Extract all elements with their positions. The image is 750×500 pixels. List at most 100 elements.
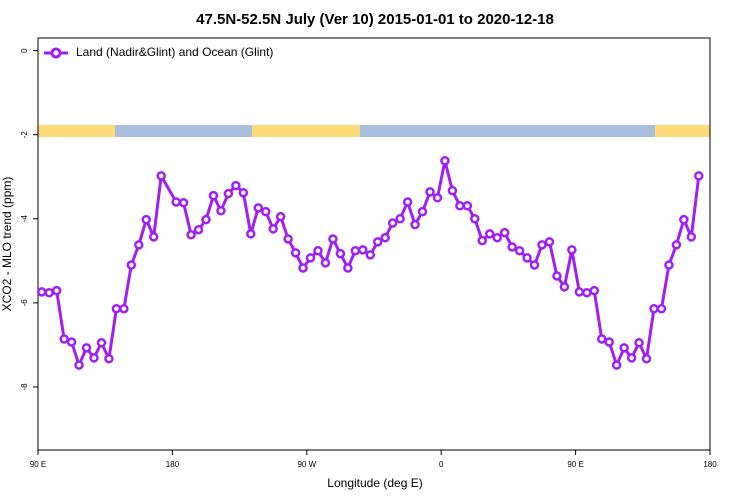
data-point: [679, 214, 689, 225]
data-point: [134, 240, 144, 250]
data-point: [380, 232, 390, 243]
data-point: [313, 245, 323, 256]
data-point: [343, 263, 353, 273]
data-point: [298, 263, 308, 273]
data-point: [350, 245, 361, 256]
data-point: [432, 193, 443, 203]
x-tick-label: 90 E: [567, 460, 583, 469]
data-point: [74, 360, 84, 370]
data-point: [552, 271, 562, 281]
x-tick-label: 90 E: [30, 460, 46, 469]
data-point: [671, 240, 682, 250]
data-point: [141, 214, 152, 225]
data-point: [559, 282, 570, 292]
data-point: [372, 237, 383, 247]
land-strip: [252, 125, 360, 137]
data-point: [96, 338, 107, 348]
data-point: [567, 245, 577, 255]
data-point: [223, 188, 234, 199]
data-point: [246, 229, 256, 239]
data-point: [514, 245, 525, 256]
data-point: [410, 219, 420, 230]
data-point: [507, 242, 517, 252]
data-point: [611, 360, 622, 370]
plot-frame: [37, 37, 711, 451]
data-point: [537, 240, 547, 250]
data-point: [253, 203, 264, 213]
data-point: [522, 253, 532, 263]
data-point: [119, 303, 129, 314]
data-point: [447, 185, 458, 196]
data-point: [417, 206, 428, 217]
data-point: [104, 354, 114, 364]
data-point: [44, 288, 54, 298]
data-point: [544, 237, 555, 247]
data-point: [626, 353, 637, 363]
x-axis-label: Longitude (deg E): [327, 476, 422, 490]
data-point: [186, 230, 196, 240]
data-point: [664, 260, 674, 270]
data-point: [395, 214, 405, 224]
data-point: [216, 206, 226, 216]
data-point: [193, 224, 204, 235]
data-point: [462, 200, 473, 211]
data-point: [275, 211, 286, 222]
data-point: [619, 343, 629, 353]
data-point: [455, 200, 465, 211]
data-point: [231, 180, 241, 191]
legend-label: Land (Nadir&Glint) and Ocean (Glint): [76, 45, 273, 59]
data-point: [440, 156, 450, 166]
y-tick-label: -4: [20, 215, 29, 223]
data-point: [260, 206, 271, 217]
y-tick-label: -2: [20, 131, 29, 139]
y-tick-label: -8: [20, 383, 29, 391]
data-point: [425, 187, 435, 197]
legend: Land (Nadir&Glint) and Ocean (Glint): [44, 45, 273, 59]
data-point: [649, 303, 659, 314]
data-point: [604, 337, 614, 347]
x-tick-label: 0: [439, 460, 444, 469]
data-point: [36, 287, 47, 297]
data-point: [305, 253, 316, 263]
data-point: [634, 338, 644, 348]
data-point: [470, 214, 480, 224]
x-tick-label: 180: [703, 460, 717, 469]
land-strip: [38, 125, 115, 137]
legend-marker: [50, 47, 62, 59]
data-point: [148, 232, 159, 242]
land-strip: [655, 125, 710, 137]
data-point: [320, 258, 331, 268]
data-point: [499, 227, 510, 238]
data-point: [156, 171, 166, 181]
data-point: [81, 343, 92, 353]
data-point: [529, 260, 540, 270]
data-point: [641, 354, 652, 364]
data-point: [111, 303, 122, 314]
x-tick-label: 90 W: [297, 460, 316, 469]
y-tick-label: -6: [20, 299, 29, 307]
data-point: [596, 334, 607, 344]
data-point: [268, 224, 278, 234]
data-point: [402, 197, 413, 207]
data-point: [656, 303, 667, 314]
data-point: [51, 285, 62, 296]
data-point: [582, 288, 592, 298]
data-point: [238, 187, 249, 198]
data-point: [59, 334, 69, 344]
data-point: [365, 250, 376, 260]
data-point: [589, 285, 600, 296]
data-point: [686, 232, 697, 242]
series-line: [41, 159, 701, 367]
y-tick-label: 0: [20, 48, 29, 53]
data-point: [290, 248, 301, 258]
data-point: [126, 260, 137, 270]
data-point: [66, 337, 77, 347]
data-point: [89, 353, 99, 363]
data-point: [178, 198, 189, 208]
data-point: [328, 234, 338, 244]
y-axis-label: XCO2 - MLO trend (ppm): [0, 177, 14, 312]
data-point: [283, 234, 293, 244]
ocean-strip: [360, 125, 655, 137]
